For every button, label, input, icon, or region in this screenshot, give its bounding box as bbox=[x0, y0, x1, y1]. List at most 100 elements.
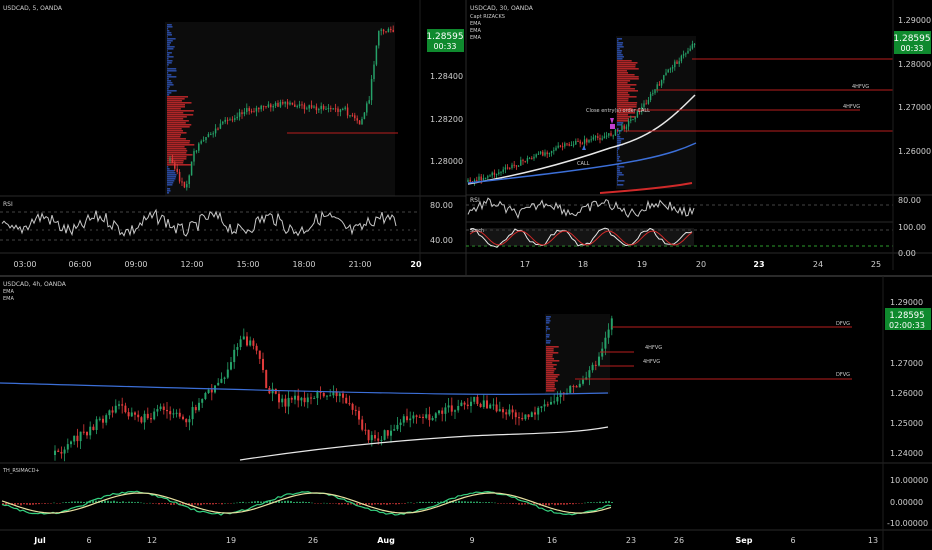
candle-body bbox=[205, 136, 207, 141]
candle-body bbox=[625, 126, 628, 129]
candle-body bbox=[98, 418, 101, 420]
candle-body bbox=[175, 412, 178, 414]
candle-body bbox=[303, 104, 306, 110]
candle-body bbox=[612, 135, 614, 137]
fvg-label: 4HFVG bbox=[843, 104, 860, 110]
profile-bar bbox=[617, 96, 637, 98]
candle-body bbox=[590, 139, 592, 141]
x-tick: 6 bbox=[790, 536, 795, 545]
profile-bar bbox=[546, 322, 550, 324]
call-label: CALL bbox=[577, 161, 590, 167]
macd-bar bbox=[290, 501, 292, 503]
candle-body bbox=[190, 161, 193, 176]
profile-bar bbox=[167, 138, 186, 140]
y-tick: 1.28400 bbox=[430, 72, 463, 81]
macd-bar bbox=[242, 501, 244, 503]
macd-bar bbox=[455, 501, 457, 503]
macd-bar bbox=[395, 503, 397, 505]
candle-body bbox=[169, 159, 171, 161]
macd-bar bbox=[356, 503, 358, 506]
macd-bar bbox=[212, 503, 214, 505]
profile-bar bbox=[617, 46, 624, 48]
x-tick: 13 bbox=[868, 536, 878, 545]
macd-bar bbox=[524, 503, 526, 505]
candle-body bbox=[194, 407, 197, 411]
candle-body bbox=[346, 107, 349, 116]
candle-body bbox=[198, 143, 200, 151]
profile-bar bbox=[167, 142, 190, 144]
candle-body bbox=[201, 398, 204, 403]
x-tick: 26 bbox=[674, 536, 684, 545]
profile-bar bbox=[617, 166, 625, 168]
candle-body bbox=[498, 409, 501, 412]
legend-item: EMA bbox=[3, 296, 14, 302]
rsi-tick: 80.00 bbox=[430, 201, 453, 210]
macd-bar bbox=[494, 502, 496, 504]
profile-bar bbox=[617, 50, 623, 52]
macd-bar bbox=[311, 502, 313, 504]
macd-bar bbox=[107, 500, 109, 503]
candle-body bbox=[246, 336, 248, 346]
candle-body bbox=[608, 133, 610, 136]
macd-bar bbox=[140, 502, 142, 504]
profile-bar bbox=[167, 58, 169, 60]
candle-body bbox=[102, 418, 104, 423]
profile-bar bbox=[546, 342, 551, 344]
candle-body bbox=[689, 48, 691, 51]
profile-bar bbox=[546, 370, 555, 372]
candle-body bbox=[579, 141, 581, 144]
candle-body bbox=[326, 395, 328, 397]
profile-bar bbox=[617, 86, 631, 88]
rsi-label: RSI bbox=[470, 197, 480, 204]
profile-bar bbox=[167, 92, 172, 94]
candle-body bbox=[678, 61, 680, 64]
candle-body bbox=[561, 146, 564, 148]
profile-bar bbox=[617, 62, 638, 64]
candle-body bbox=[354, 409, 357, 411]
candle-body bbox=[334, 108, 337, 110]
candle-body bbox=[530, 412, 533, 418]
candle-body bbox=[663, 75, 665, 81]
macd-bar bbox=[473, 501, 475, 503]
profile-bar bbox=[167, 110, 194, 112]
candle-body bbox=[627, 120, 630, 127]
candle-body bbox=[332, 108, 334, 110]
macd-bar bbox=[17, 503, 19, 505]
profile-bar bbox=[617, 120, 629, 122]
candle-body bbox=[223, 377, 226, 379]
macd-bar bbox=[68, 502, 70, 503]
profile-bar bbox=[617, 42, 624, 44]
candle-body bbox=[239, 339, 242, 348]
candle-body bbox=[262, 358, 264, 371]
candle-body bbox=[89, 426, 92, 436]
profile-bar bbox=[546, 354, 553, 356]
candle-body bbox=[515, 165, 518, 167]
macd-bar bbox=[347, 503, 349, 505]
macd-bar bbox=[287, 500, 289, 503]
candle-body bbox=[178, 412, 181, 417]
profile-bar bbox=[617, 40, 619, 42]
profile-bar bbox=[167, 54, 170, 56]
macd-bar bbox=[308, 501, 310, 503]
y-tick: 1.28000 bbox=[898, 60, 931, 69]
profile-bar bbox=[617, 180, 625, 182]
candle-body bbox=[351, 115, 354, 117]
candle-body bbox=[260, 105, 262, 110]
profile-bar bbox=[617, 68, 639, 70]
macd-bar bbox=[569, 503, 571, 504]
profile-bar bbox=[546, 328, 551, 330]
macd-bar bbox=[515, 503, 517, 504]
candle-body bbox=[140, 417, 143, 423]
macd-bar bbox=[104, 500, 106, 503]
profile-bar bbox=[167, 38, 176, 40]
candle-body bbox=[522, 159, 524, 162]
candle-body bbox=[601, 348, 604, 357]
candle-body bbox=[467, 179, 469, 182]
profile-bar bbox=[617, 114, 629, 116]
candle-body bbox=[487, 176, 489, 178]
profile-bar bbox=[167, 78, 169, 80]
candle-body bbox=[306, 397, 309, 403]
profile-bar bbox=[546, 374, 560, 376]
macd-bar bbox=[554, 503, 556, 506]
macd-bar bbox=[116, 501, 118, 503]
